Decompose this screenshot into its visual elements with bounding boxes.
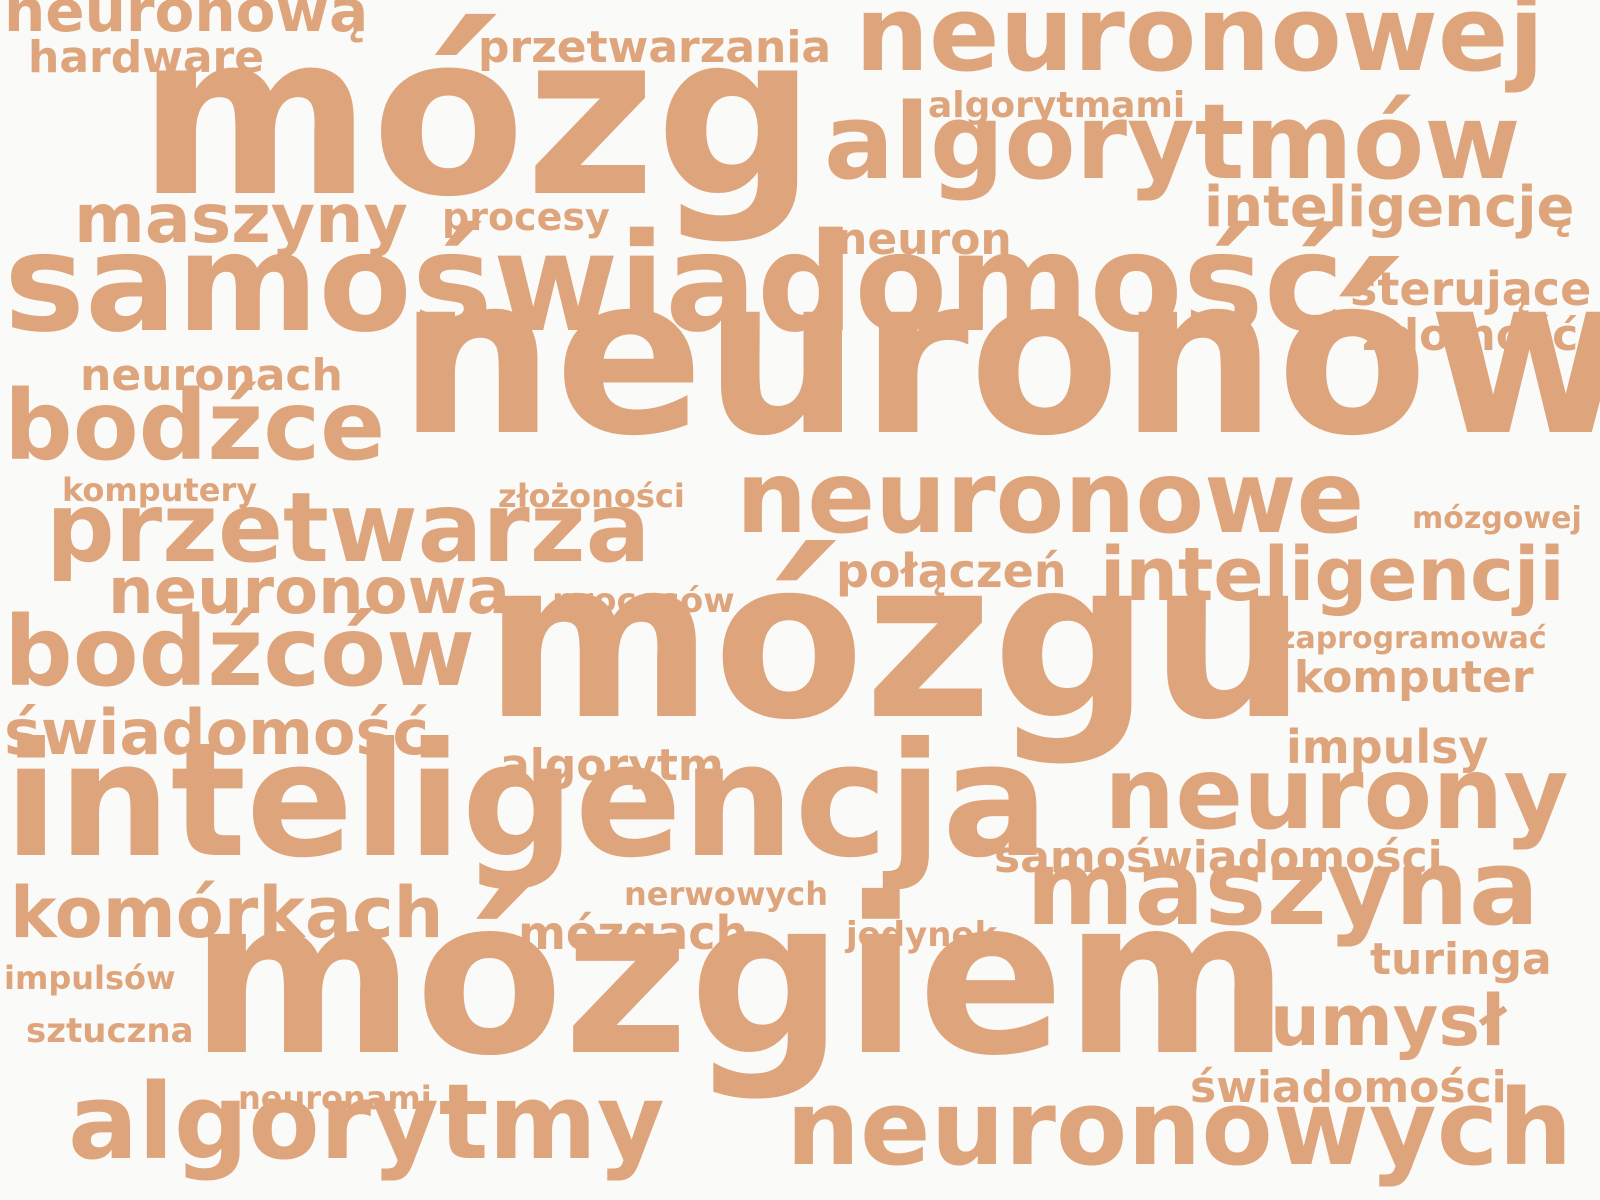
word-sztuczna: sztuczna [26, 1011, 194, 1051]
word-algorytmami: algorytmami [928, 85, 1186, 126]
word-zdolnosc: zdolność [1362, 310, 1579, 361]
word-neuronow: neuronów [398, 228, 1600, 484]
word-procesow: procesów [552, 581, 735, 621]
word-przetwarzania: przetwarzania [478, 22, 832, 73]
word-neuronowa-acc: neuronową [4, 0, 369, 45]
word-samoswiadomosci: samoświadomości [994, 832, 1443, 883]
word-impulsow: impulsów [4, 959, 176, 997]
word-inteligencji: inteligencji [1100, 532, 1565, 618]
word-procesy: procesy [442, 195, 610, 239]
word-neuron: neuron [836, 214, 1012, 265]
word-komputery: komputery [62, 471, 258, 509]
word-bodzcow: bodźców [4, 596, 475, 708]
word-mozgowej: mózgowej [1412, 501, 1582, 536]
word-zaprogramowac: zaprogramować [1278, 621, 1547, 656]
word-samoswiadomosc: samoświadomość [4, 205, 1345, 363]
word-inteligencja: inteligencja [4, 709, 1049, 893]
word-neuronowe: neuronowe [736, 439, 1365, 556]
word-algorytm: algorytm [500, 740, 724, 791]
word-komputer: komputer [1294, 652, 1534, 703]
word-polaczen: połączeń [836, 544, 1067, 598]
word-mozgach: mózgach [518, 906, 749, 960]
word-jedynek: jedynek [846, 915, 998, 955]
word-neuronach: neuronach [80, 350, 343, 401]
word-inteligencje: inteligencję [1204, 175, 1575, 240]
word-maszyna: maszyna [1026, 827, 1539, 949]
word-neuronami: neuronami [238, 1079, 432, 1117]
word-turinga: turinga [1370, 934, 1552, 985]
word-zlozonosci: złożoności [498, 477, 685, 515]
word-mozgu: mózgu [484, 512, 1307, 768]
word-swiadomosc: świadomość [4, 696, 430, 769]
word-maszyny: maszyny [74, 180, 408, 259]
word-neurony: neurony [1104, 735, 1569, 852]
word-neuronowej: neuronowej [855, 0, 1545, 95]
word-sterujace: sterujące [1350, 262, 1592, 316]
word-algorytmow: algorytmów [824, 81, 1521, 203]
word-mozg: mózg [138, 0, 817, 246]
word-neuronowa: neuronowa [108, 555, 510, 629]
word-komorkach: komórkach [10, 872, 444, 954]
word-impulsy: impulsy [1286, 720, 1489, 774]
word-algorytmy: algorytmy [68, 1061, 665, 1183]
word-swiadomosci: świadomości [1190, 1062, 1507, 1113]
word-umysl: umysł [1270, 980, 1507, 1062]
word-hardware: hardware [28, 32, 265, 83]
word-bodzce: bodźce [4, 370, 386, 482]
word-mozgiem: mózgiem [190, 852, 1290, 1103]
word-nerwowych: nerwowych [624, 875, 828, 913]
word-przetwarza: przetwarza [46, 472, 651, 584]
word-neuronowych: neuronowych [786, 1067, 1573, 1189]
